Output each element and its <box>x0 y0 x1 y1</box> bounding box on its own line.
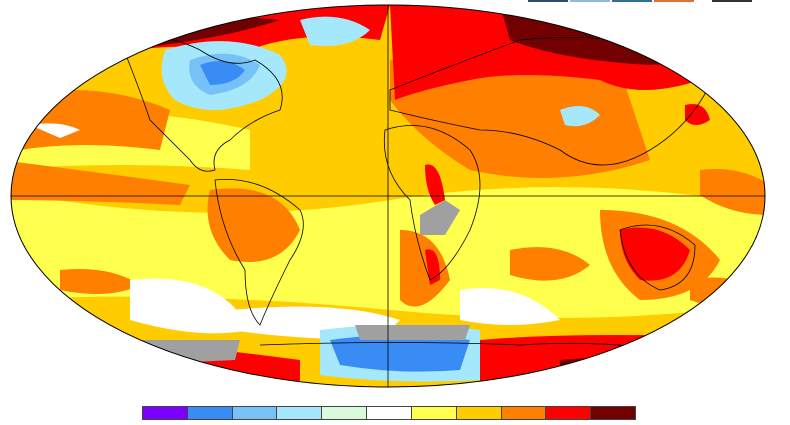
share-button-edge-1[interactable] <box>570 0 610 2</box>
map-fill <box>11 5 765 387</box>
color-legend-swatch-3 <box>277 407 323 419</box>
share-button-edge-3[interactable] <box>654 0 694 2</box>
color-legend-swatch-1 <box>187 407 233 419</box>
color-legend-swatch-6 <box>411 407 457 419</box>
color-legend-swatch-9 <box>546 407 592 419</box>
share-buttons-strip <box>528 0 790 3</box>
temperature-anomaly-map <box>10 4 766 388</box>
color-legend-bar <box>142 406 636 420</box>
color-legend-swatch-4 <box>322 407 368 419</box>
coastlines <box>119 36 721 351</box>
color-legend-swatch-10 <box>591 407 635 419</box>
color-legend-swatch-5 <box>367 407 412 419</box>
share-button-edge-2[interactable] <box>612 0 652 2</box>
color-legend-swatch-2 <box>232 407 278 419</box>
color-legend-swatch-8 <box>501 407 547 419</box>
color-legend-swatch-7 <box>456 407 502 419</box>
share-button-edge-0[interactable] <box>528 0 568 2</box>
map-border <box>10 4 766 388</box>
color-legend-swatch-0 <box>143 407 188 419</box>
share-button-edge-4[interactable] <box>712 0 752 2</box>
